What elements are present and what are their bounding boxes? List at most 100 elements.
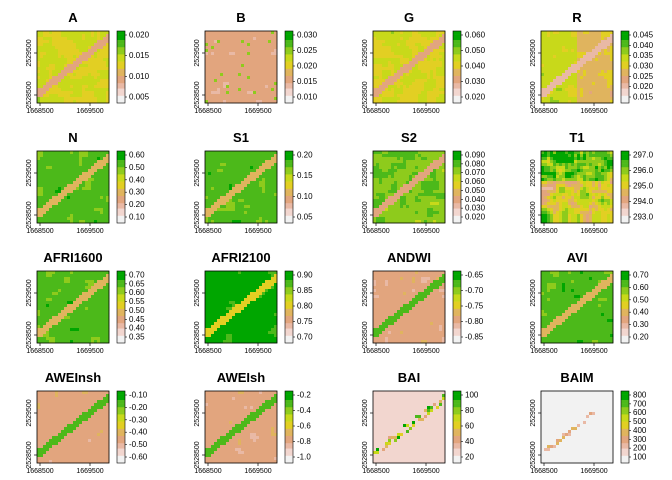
legend-tick-label: 0.50 <box>633 295 649 304</box>
x-tick-label: 1669500 <box>580 348 607 355</box>
x-tick-label: 1669500 <box>580 468 607 475</box>
legend-tick-label: 0.10 <box>129 213 145 222</box>
y-tick-label: 2528500 <box>530 201 537 228</box>
legend-tick-label: 0.70 <box>129 271 145 280</box>
y-tick-label: 2528500 <box>194 321 201 348</box>
legend-colorbar: -0.10 -0.20 -0.30 -0.40 -0.50 -0.60 <box>116 391 148 464</box>
legend-colorbar: 0.90 0.85 0.80 0.75 0.70 <box>284 271 313 344</box>
legend-tick-label: -0.30 <box>129 415 148 424</box>
raster-frame <box>204 150 278 224</box>
legend-tick-label: -0.6 <box>297 422 311 431</box>
y-tick-label: 2528500 <box>26 201 33 228</box>
legend-tick-label: 0.60 <box>129 288 145 297</box>
y-tick-label: 2528500 <box>362 441 369 468</box>
legend-tick-label: 296.0 <box>633 166 654 175</box>
legend-tick-label: 0.20 <box>633 333 649 342</box>
raster-frame <box>372 390 446 464</box>
legend-colorbar: -0.2 -0.4 -0.6 -0.8 -1.0 <box>284 391 311 464</box>
panel-title: B <box>236 10 245 25</box>
legend-tick-label: 0.070 <box>465 168 486 177</box>
legend-tick-label: 0.015 <box>633 93 654 102</box>
x-tick-label: 1668500 <box>26 108 53 115</box>
y-tick-label: 2528500 <box>362 81 369 108</box>
y-tick-label: 2529500 <box>26 399 33 426</box>
legend-tick-label: 0.040 <box>633 41 654 50</box>
legend-tick-label: -0.80 <box>465 317 484 326</box>
raster-frame <box>372 270 446 344</box>
legend-tick-label: 0.050 <box>465 46 486 55</box>
legend-tick-label: 0.70 <box>297 333 313 342</box>
legend-tick-label: 400 <box>633 426 647 435</box>
y-tick-label: 2529500 <box>362 39 369 66</box>
panel-title: ANDWI <box>387 250 431 265</box>
legend-tick-label: 0.020 <box>465 93 486 102</box>
legend-tick-label: 0.20 <box>129 200 145 209</box>
legend-tick-label: 40 <box>465 437 474 446</box>
x-tick-label: 1669500 <box>76 108 103 115</box>
legend-tick-label: 300 <box>633 435 647 444</box>
x-tick-label: 1668500 <box>194 228 221 235</box>
legend-colorbar: 100 80 60 40 20 <box>452 391 479 464</box>
legend-tick-label: 297.0 <box>633 151 654 160</box>
raster <box>373 151 446 224</box>
legend-tick-label: 700 <box>633 399 647 408</box>
legend-tick-label: 0.045 <box>633 31 654 40</box>
legend-tick-label: -0.10 <box>129 391 148 400</box>
legend-tick-label: 80 <box>465 406 474 415</box>
legend-tick-label: 0.030 <box>465 204 486 213</box>
raster <box>37 31 110 104</box>
legend-tick-label: 0.45 <box>129 315 145 324</box>
raster <box>205 151 278 224</box>
legend-tick-label: 0.040 <box>465 62 486 71</box>
legend-tick-label: -0.20 <box>129 403 148 412</box>
legend-tick-label: 800 <box>633 391 647 400</box>
raster <box>205 391 278 464</box>
legend-tick-label: -0.40 <box>129 428 148 437</box>
legend-tick-label: 0.020 <box>129 31 150 40</box>
legend-tick-label: 0.020 <box>465 213 486 222</box>
x-tick-label: 1668500 <box>26 348 53 355</box>
legend-tick-label: 0.010 <box>129 72 150 81</box>
panel-t1: T1 1668500 1669500 2528500 2529500 297.0 296.0… <box>530 130 654 235</box>
legend-tick-label: 0.35 <box>129 333 145 342</box>
legend-tick-label: 0.10 <box>297 192 313 201</box>
raster-frame <box>540 150 614 224</box>
legend-tick-label: 0.015 <box>297 77 318 86</box>
raster <box>541 151 614 224</box>
y-tick-label: 2528500 <box>530 441 537 468</box>
legend-tick-label: 0.050 <box>465 186 486 195</box>
legend-tick-label: 60 <box>465 422 474 431</box>
panel-baim: BAIM 1668500 1669500 2528500 2529500 80070060… <box>530 370 647 475</box>
panel-title: AWEIsh <box>217 370 265 385</box>
panel-title: S1 <box>233 130 249 145</box>
y-tick-label: 2528500 <box>194 81 201 108</box>
legend-tick-label: 0.80 <box>297 302 313 311</box>
y-tick-label: 2529500 <box>26 159 33 186</box>
x-tick-label: 1669500 <box>76 228 103 235</box>
y-tick-label: 2529500 <box>194 39 201 66</box>
legend-tick-label: 0.30 <box>633 320 649 329</box>
panel-title: AVI <box>567 250 588 265</box>
legend-tick-label: 0.30 <box>129 188 145 197</box>
x-tick-label: 1669500 <box>76 348 103 355</box>
y-tick-label: 2528500 <box>194 201 201 228</box>
legend-tick-label: 0.035 <box>633 51 654 60</box>
raster <box>373 271 446 344</box>
raster-frame <box>36 150 110 224</box>
raster <box>541 31 614 104</box>
legend-tick-label: 100 <box>633 453 647 462</box>
x-tick-label: 1669500 <box>244 468 271 475</box>
legend-tick-label: -0.8 <box>297 437 311 446</box>
legend-tick-label: -0.50 <box>129 440 148 449</box>
legend-tick-label: -0.2 <box>297 391 311 400</box>
y-tick-label: 2528500 <box>194 441 201 468</box>
y-tick-label: 2529500 <box>530 159 537 186</box>
legend-tick-label: 0.025 <box>297 46 318 55</box>
legend-colorbar: 0.700.650.600.550.500.450.400.35 <box>116 271 145 344</box>
